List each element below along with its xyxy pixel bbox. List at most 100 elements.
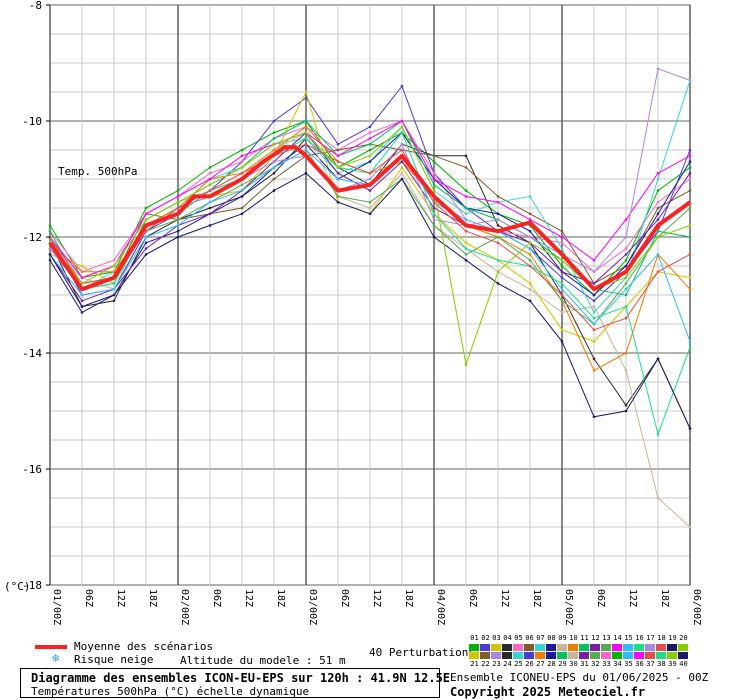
x-tick-label: 06/00Z xyxy=(691,589,702,625)
member-point xyxy=(176,200,180,204)
member-point xyxy=(592,340,596,343)
x-tick-label: 12Z xyxy=(115,589,126,607)
x-tick-label: 06Z xyxy=(339,589,350,607)
x-tick-label: 02/00Z xyxy=(179,589,190,625)
member-point xyxy=(80,299,84,303)
member-point xyxy=(624,276,628,279)
member-point xyxy=(496,282,500,285)
member-point xyxy=(464,212,468,216)
member-point xyxy=(112,270,116,274)
member-point xyxy=(240,166,244,169)
perturbation-swatch xyxy=(491,652,501,659)
member-point xyxy=(272,148,276,152)
member-point xyxy=(304,125,308,129)
member-point xyxy=(688,171,692,175)
footer-subtitle: Températures 500hPa (°C) échelle dynamiq… xyxy=(31,685,310,698)
swatch-number: 18 xyxy=(657,634,666,642)
y-axis: -8 -10 -12 -14 -16 -18 xyxy=(22,0,50,592)
swatch-number: 17 xyxy=(646,634,655,642)
member-point xyxy=(624,247,628,250)
member-point xyxy=(336,195,340,198)
member-point xyxy=(336,148,340,152)
member-point xyxy=(400,125,404,129)
member-point xyxy=(592,305,596,308)
member-point xyxy=(336,166,340,169)
y-tick-label: -18 xyxy=(22,579,42,592)
swatch-number: 30 xyxy=(569,660,578,668)
member-point xyxy=(272,131,276,134)
member-point xyxy=(176,195,180,198)
member-point xyxy=(656,200,660,204)
member-point xyxy=(400,131,404,134)
member-point xyxy=(400,119,404,123)
member-point xyxy=(336,142,340,146)
member-point xyxy=(208,200,212,204)
member-point xyxy=(656,212,660,216)
member-point xyxy=(272,160,276,163)
member-point xyxy=(624,409,628,413)
member-point xyxy=(560,340,564,343)
swatch-number: 21 xyxy=(470,660,479,668)
member-point xyxy=(528,253,532,256)
member-point xyxy=(240,206,244,210)
member-point xyxy=(368,171,372,175)
member-point xyxy=(336,200,340,204)
member-point xyxy=(560,299,564,303)
member-point xyxy=(688,253,692,256)
member-point xyxy=(624,253,628,256)
x-tick-label: 18Z xyxy=(659,589,670,607)
member-point xyxy=(464,363,468,366)
member-point xyxy=(624,351,628,355)
member-point xyxy=(624,316,628,320)
member-point xyxy=(368,200,372,204)
swatch-number: 06 xyxy=(525,634,534,642)
member-point xyxy=(464,247,468,250)
perturbation-swatch xyxy=(568,644,578,651)
member-point xyxy=(208,224,212,227)
member-point xyxy=(304,131,308,134)
member-point xyxy=(144,218,148,221)
member-point xyxy=(464,253,468,256)
ensemble-chart: -8-10-12-14-16-18 01/00Z 06Z 12Z 18Z 02/00Z 0… xyxy=(4,0,702,625)
member-point xyxy=(208,206,212,210)
member-point xyxy=(528,282,532,285)
footer-title: Diagramme des ensembles ICON-EU-EPS sur … xyxy=(31,671,451,685)
member-point xyxy=(656,235,660,239)
member-point xyxy=(368,125,372,129)
member-point xyxy=(592,328,596,332)
member-point xyxy=(688,189,692,192)
member-point xyxy=(272,177,276,181)
member-point xyxy=(208,171,212,175)
member-point xyxy=(464,218,468,221)
member-point xyxy=(464,189,468,192)
member-point xyxy=(688,166,692,169)
member-point xyxy=(624,305,628,308)
member-point xyxy=(432,218,436,221)
swatch-number: 03 xyxy=(492,634,501,642)
member-point xyxy=(176,218,180,221)
member-point xyxy=(432,235,436,239)
member-point xyxy=(432,154,436,158)
member-point xyxy=(688,154,692,158)
chart-grid xyxy=(49,4,691,586)
member-point xyxy=(48,247,52,250)
member-point xyxy=(560,264,564,268)
x-tick-label: 12Z xyxy=(627,589,638,607)
member-point xyxy=(624,235,628,239)
chart-title: Temp. 500hPa xyxy=(58,165,137,178)
perturbation-swatch xyxy=(524,644,534,651)
perturbation-swatch xyxy=(623,652,633,659)
x-tick-label: 12Z xyxy=(243,589,254,607)
member-point xyxy=(688,287,692,291)
perturbation-swatch xyxy=(491,644,501,651)
swatch-number: 12 xyxy=(591,634,600,642)
member-point xyxy=(144,229,148,233)
member-point xyxy=(656,177,660,181)
perturbation-swatch xyxy=(579,644,589,651)
member-point xyxy=(464,166,468,169)
member-point xyxy=(432,206,436,210)
member-point xyxy=(528,299,532,303)
member-point xyxy=(560,258,564,262)
perturbation-swatch xyxy=(535,652,545,659)
member-point xyxy=(80,270,84,274)
